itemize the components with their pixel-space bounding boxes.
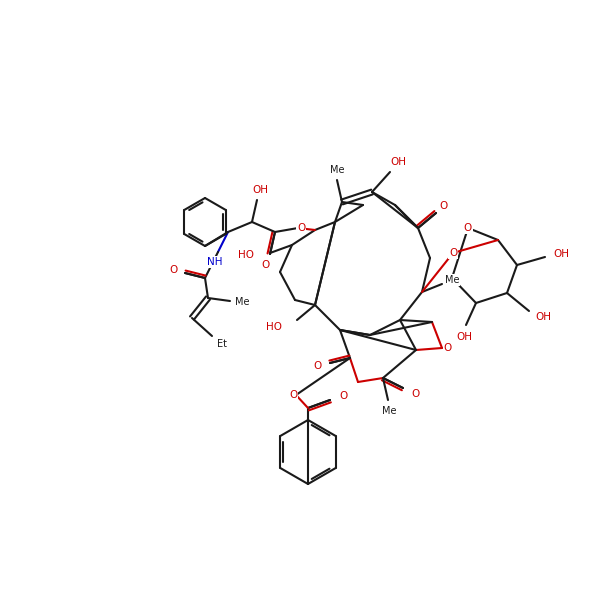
Text: Et: Et <box>217 339 227 349</box>
Text: O: O <box>169 265 177 275</box>
Text: OH: OH <box>535 312 551 322</box>
Text: OH: OH <box>252 185 268 195</box>
Text: HO: HO <box>238 250 254 260</box>
Text: Me: Me <box>445 275 459 285</box>
Text: O: O <box>411 389 419 399</box>
Text: OH: OH <box>456 332 472 342</box>
Text: OH: OH <box>390 157 406 167</box>
Text: NH: NH <box>207 257 223 267</box>
Text: OH: OH <box>553 249 569 259</box>
Text: O: O <box>449 248 457 258</box>
Text: HO: HO <box>266 322 282 332</box>
Text: Me: Me <box>330 165 344 175</box>
Text: O: O <box>297 223 305 233</box>
Text: O: O <box>261 260 269 270</box>
Text: O: O <box>314 361 322 371</box>
Text: O: O <box>339 391 347 401</box>
Text: O: O <box>439 201 447 211</box>
Text: Me: Me <box>382 406 396 416</box>
Text: O: O <box>464 223 472 233</box>
Text: O: O <box>444 343 452 353</box>
Text: Me: Me <box>235 297 249 307</box>
Text: O: O <box>289 390 297 400</box>
